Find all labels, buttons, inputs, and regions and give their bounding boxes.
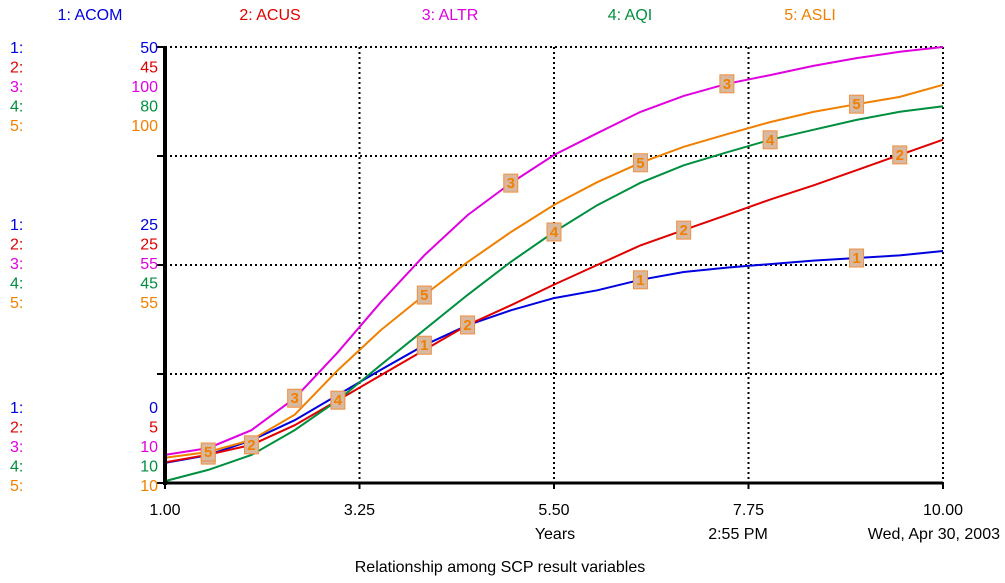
marker-label: 5 <box>204 444 212 461</box>
y-tick-key: 1: <box>10 217 23 234</box>
y-tick-key: 2: <box>10 60 23 77</box>
marker-box <box>200 442 216 462</box>
y-tick-label: 45 <box>140 276 158 293</box>
y-tick-label: 45 <box>140 60 158 77</box>
series-marker: 5 <box>200 442 216 462</box>
marker-box <box>416 335 432 355</box>
y-tick-key: 2: <box>10 420 23 437</box>
y-tick-label: 25 <box>140 237 158 254</box>
y-tick-key: 3: <box>10 79 23 96</box>
series-marker: 1 <box>849 248 865 268</box>
time-stamp: 2:55 PM <box>708 526 768 543</box>
series-marker: 1 <box>416 335 432 355</box>
marker-box <box>632 270 648 290</box>
series-line <box>164 250 944 464</box>
marker-label: 4 <box>766 132 775 149</box>
marker-label: 5 <box>636 155 644 172</box>
marker-label: 1 <box>852 250 860 267</box>
series-marker: 5 <box>632 153 648 173</box>
legend-entry: 4: AQI <box>608 7 652 24</box>
series-marker: 1 <box>632 270 648 290</box>
y-tick-key: 5: <box>10 118 23 135</box>
y-tick-key: 3: <box>10 256 23 273</box>
marker-label: 2 <box>463 317 471 334</box>
series-marker: 2 <box>676 220 692 240</box>
y-tick-label: 80 <box>140 99 158 116</box>
y-tick-label: 0 <box>149 400 158 417</box>
x-tick-label: 1.00 <box>149 502 180 519</box>
marker-box <box>330 390 346 410</box>
x-tick-label: 7.75 <box>733 502 764 519</box>
y-tick-label: 55 <box>140 256 158 273</box>
marker-label: 1 <box>636 272 644 289</box>
x-tick-label: 3.25 <box>344 502 375 519</box>
y-tick-label: 10 <box>140 459 158 476</box>
marker-box <box>762 130 778 150</box>
series-marker: 3 <box>503 173 519 193</box>
y-tick-key: 4: <box>10 459 23 476</box>
series-marker: 2 <box>892 145 908 165</box>
series-line <box>164 138 944 464</box>
date-stamp: Wed, Apr 30, 2003 <box>868 526 1000 543</box>
chart-title: Relationship among SCP result variables <box>355 559 646 576</box>
marker-label: 3 <box>507 175 515 192</box>
x-tick-label: 10.00 <box>923 502 963 519</box>
y-tick-label: 10 <box>140 478 158 495</box>
marker-box <box>849 94 865 114</box>
marker-box <box>460 315 476 335</box>
marker-box <box>287 388 303 408</box>
y-tick-key: 4: <box>10 276 23 293</box>
x-tick-label: 5.50 <box>538 502 569 519</box>
series-marker: 5 <box>849 94 865 114</box>
y-tick-key: 5: <box>10 478 23 495</box>
marker-box <box>892 145 908 165</box>
marker-label: 4 <box>550 224 559 241</box>
marker-box <box>503 173 519 193</box>
marker-label: 2 <box>247 437 255 454</box>
marker-label: 2 <box>896 147 904 164</box>
marker-box <box>849 248 865 268</box>
marker-box <box>632 153 648 173</box>
y-tick-key: 1: <box>10 400 23 417</box>
series-marker: 4 <box>762 130 778 150</box>
marker-box <box>243 435 259 455</box>
y-tick-label: 100 <box>131 79 158 96</box>
marker-box <box>719 74 735 94</box>
series-marker: 3 <box>287 388 303 408</box>
y-tick-key: 4: <box>10 99 23 116</box>
y-tick-key: 1: <box>10 40 23 57</box>
legend-entry: 2: ACUS <box>239 7 300 24</box>
marker-box <box>546 222 562 242</box>
marker-label: 3 <box>290 390 298 407</box>
y-tick-key: 3: <box>10 439 23 456</box>
x-axis-label: Years <box>535 526 575 543</box>
series-marker: 5 <box>416 285 432 305</box>
series-line <box>164 83 944 459</box>
marker-label: 1 <box>420 337 428 354</box>
y-tick-label: 50 <box>140 40 158 57</box>
y-tick-key: 2: <box>10 237 23 254</box>
y-tick-key: 5: <box>10 295 23 312</box>
y-tick-label: 100 <box>131 118 158 135</box>
marker-label: 5 <box>420 287 428 304</box>
series-marker: 4 <box>546 222 562 242</box>
legend-entry: 5: ASLI <box>784 7 836 24</box>
marker-label: 2 <box>679 222 687 239</box>
marker-box <box>416 285 432 305</box>
marker-label: 4 <box>334 392 343 409</box>
y-tick-label: 5 <box>149 420 158 437</box>
y-tick-label: 25 <box>140 217 158 234</box>
marker-label: 3 <box>723 76 731 93</box>
series-marker: 4 <box>330 390 346 410</box>
y-tick-label: 55 <box>140 295 158 312</box>
legend-entry: 1: ACOM <box>58 7 123 24</box>
marker-label: 5 <box>852 96 860 113</box>
series-marker: 2 <box>460 315 476 335</box>
series-marker: 2 <box>243 435 259 455</box>
marker-box <box>676 220 692 240</box>
y-tick-label: 10 <box>140 439 158 456</box>
series-marker: 3 <box>719 74 735 94</box>
legend-entry: 3: ALTR <box>422 7 479 24</box>
